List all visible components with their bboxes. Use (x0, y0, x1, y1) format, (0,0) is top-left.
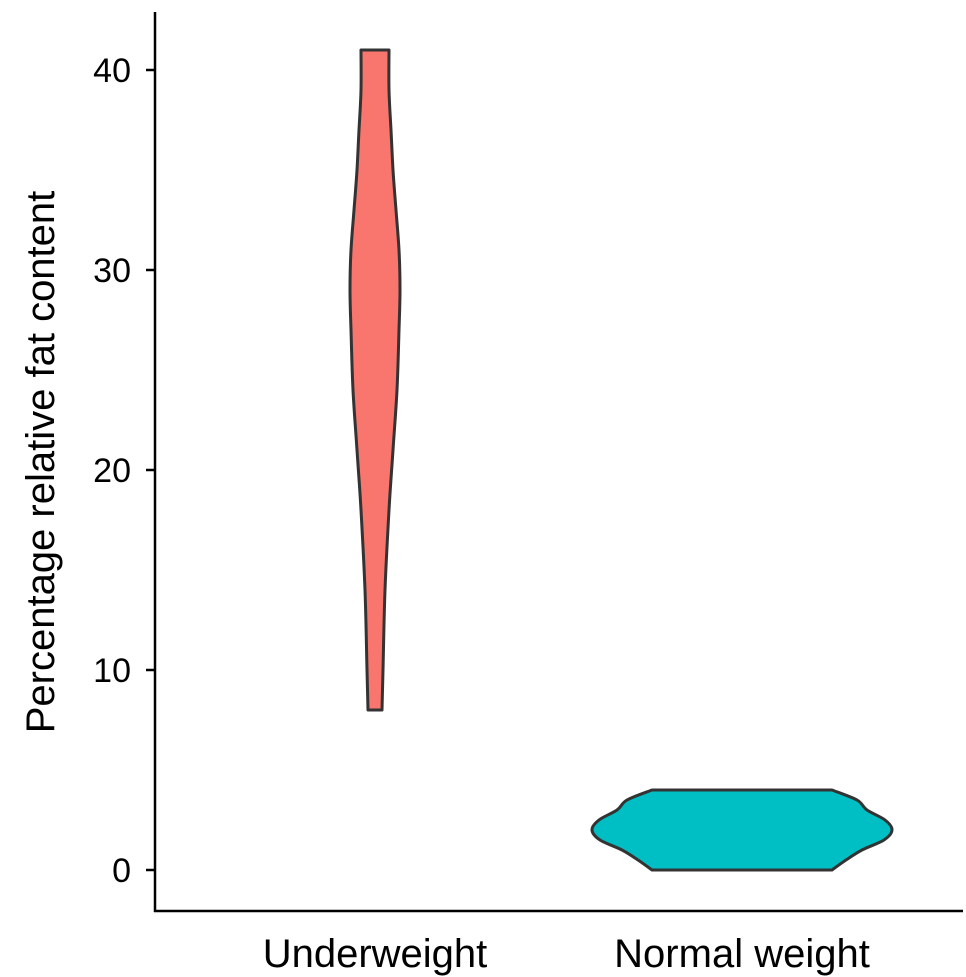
y-ticks: 0 10 20 30 40 (93, 52, 155, 890)
violin-normal-weight (590, 788, 894, 872)
y-tick-label: 40 (93, 52, 131, 90)
violin-layer (348, 48, 894, 872)
violin-underweight (348, 48, 402, 712)
x-category-label: Underweight (263, 932, 488, 976)
y-axis-title: Percentage relative fat content (19, 191, 63, 734)
x-category-labels: Underweight Normal weight (263, 932, 870, 976)
y-tick-label: 30 (93, 252, 131, 290)
x-category-label: Normal weight (614, 932, 870, 976)
y-tick-label: 10 (93, 652, 131, 690)
axes (153, 12, 963, 913)
y-tick-label: 20 (93, 452, 131, 490)
y-tick-label: 0 (112, 852, 131, 890)
